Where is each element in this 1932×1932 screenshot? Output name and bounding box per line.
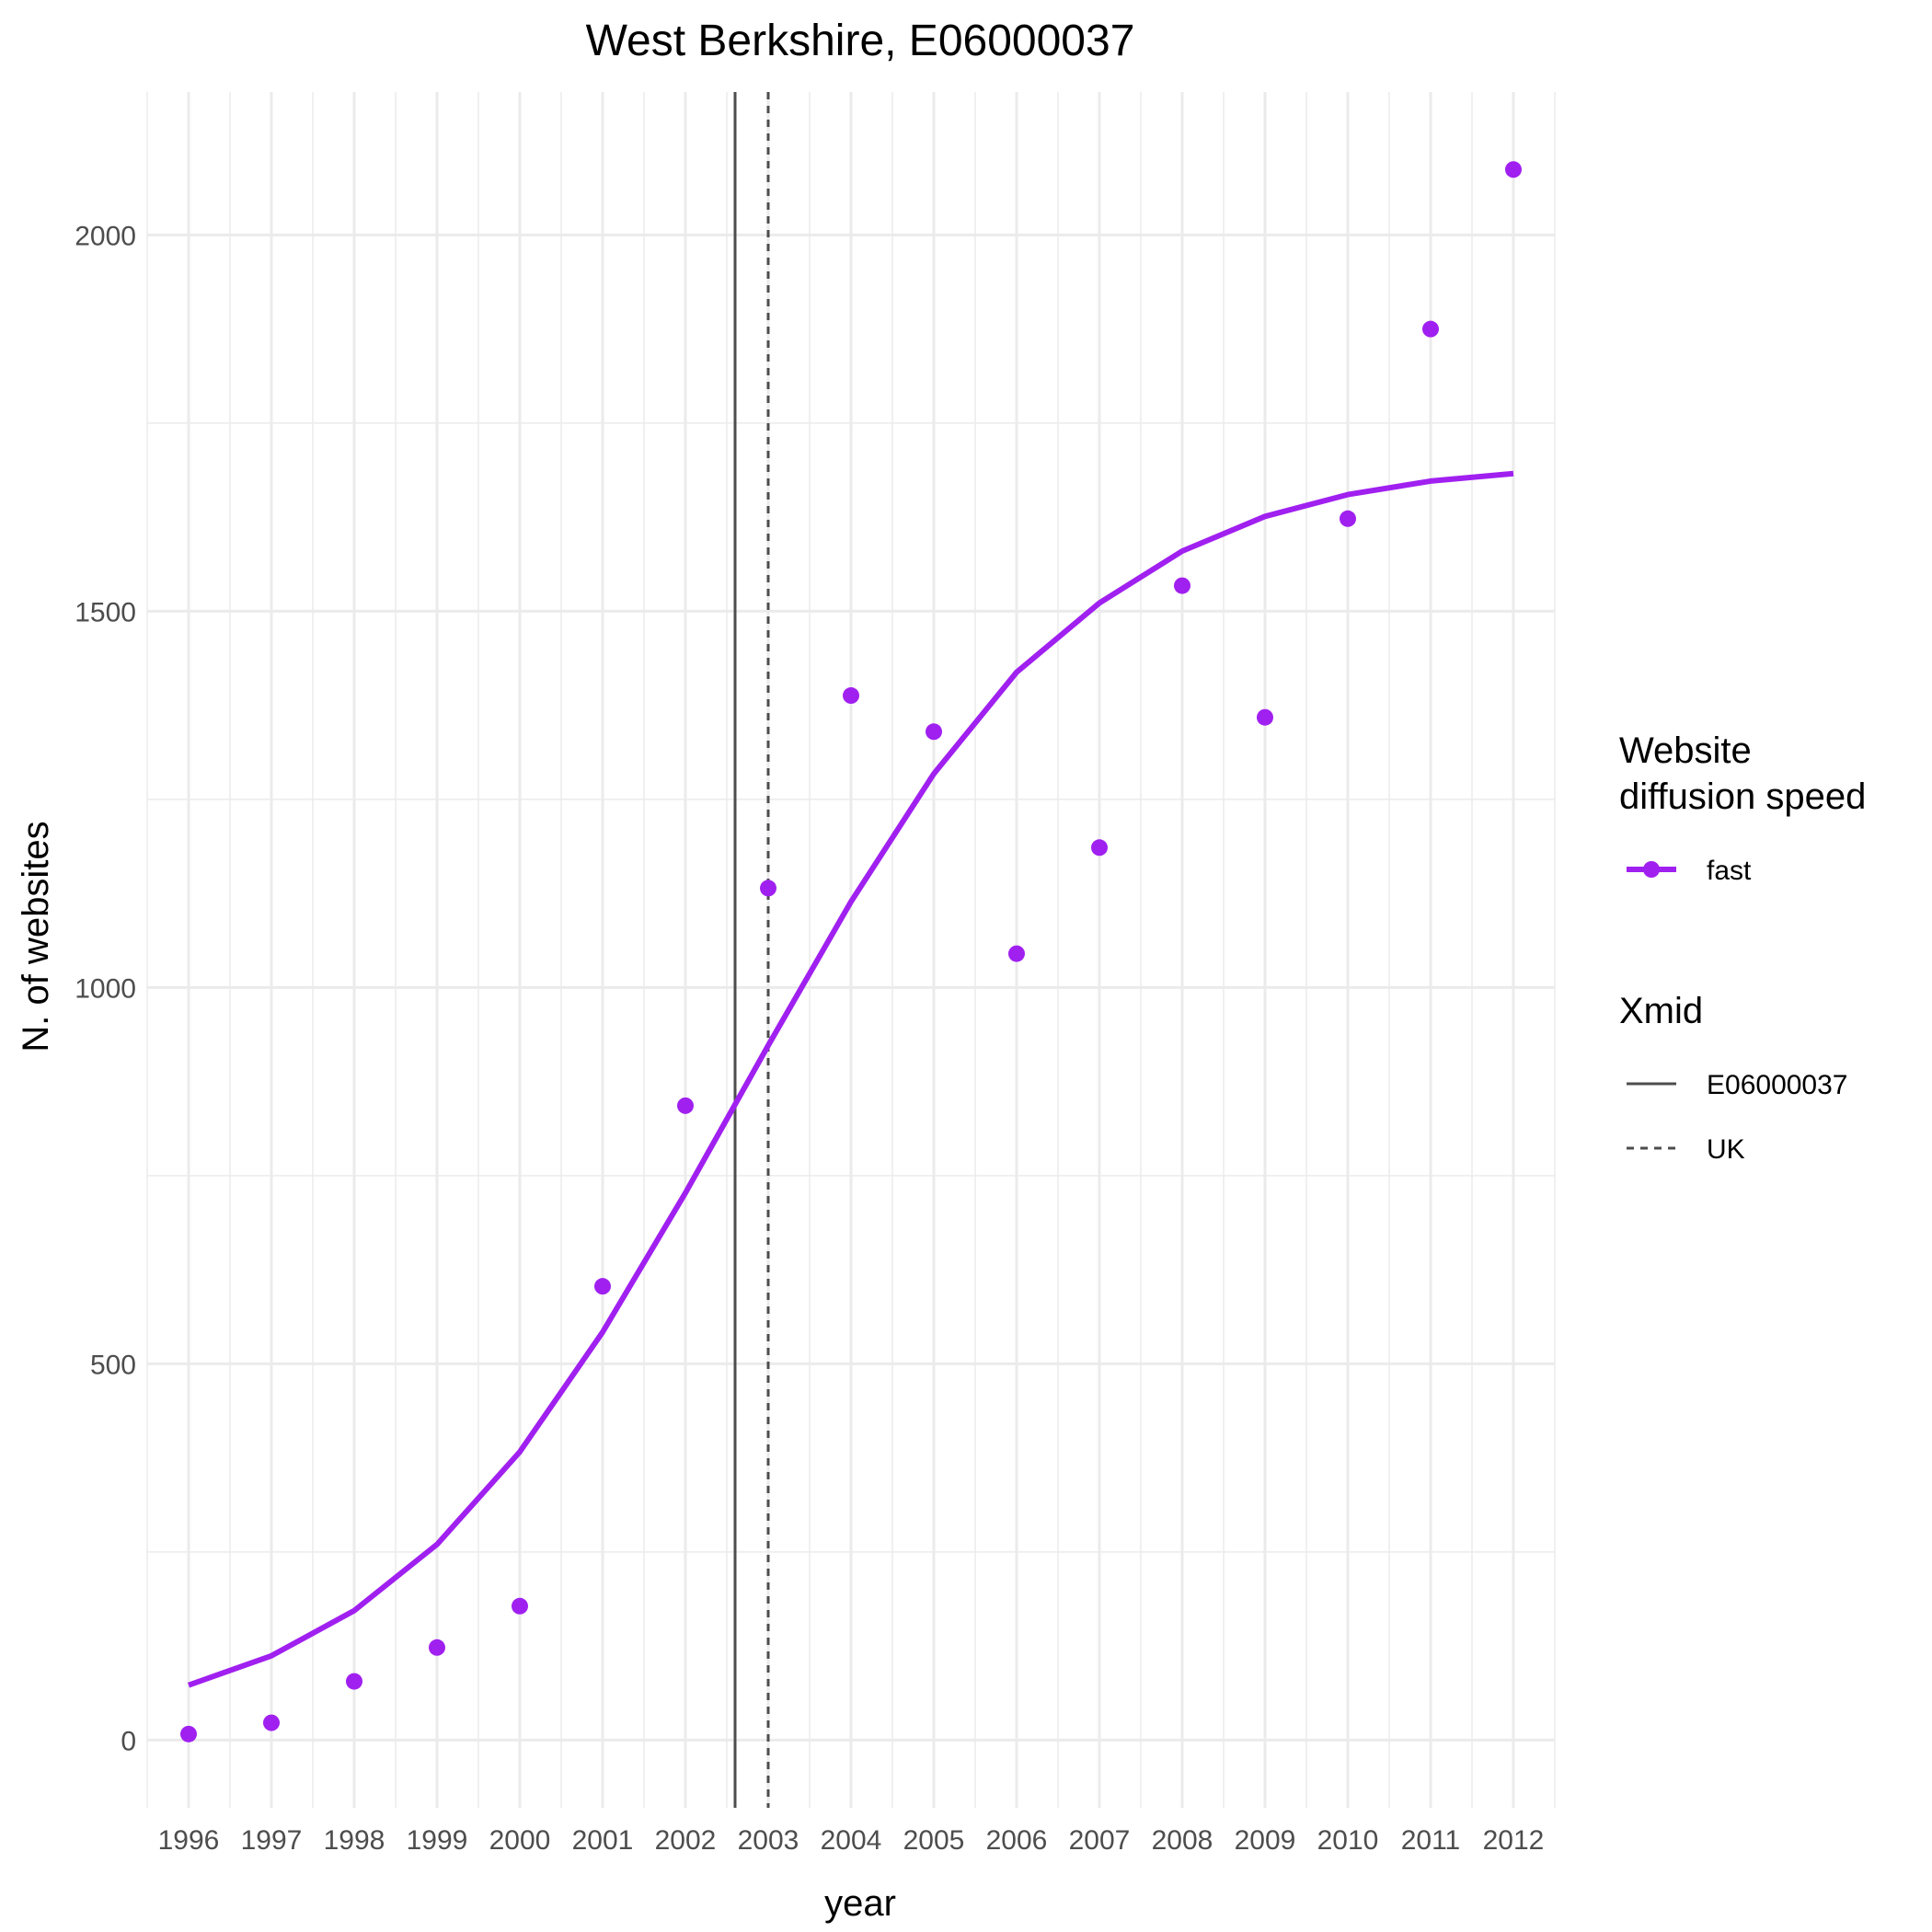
legend: Website diffusion speed fast Xmid E06000037 U… [1619, 730, 1866, 1165]
data-point [760, 880, 776, 897]
y-tick-label: 2000 [75, 221, 136, 251]
chart-title: West Berkshire, E06000037 [586, 17, 1135, 65]
legend-label-e06000037: E06000037 [1707, 1070, 1848, 1100]
x-tick-label: 2002 [655, 1825, 717, 1856]
data-point [1257, 708, 1273, 726]
grid-layer [146, 92, 1556, 1808]
y-tick-label: 1000 [75, 973, 136, 1004]
legend-title-speed: diffusion speed [1619, 776, 1866, 817]
point-layer [180, 161, 1522, 1742]
data-point [843, 687, 859, 705]
x-tick-label: 2000 [489, 1825, 551, 1856]
x-tick-label: 2004 [821, 1825, 882, 1856]
y-tick-label: 1500 [75, 597, 136, 627]
data-point [594, 1278, 611, 1295]
fitted-curve-fast [187, 470, 1514, 1688]
data-point [346, 1673, 362, 1690]
legend-title-xmid: Xmid [1619, 991, 1703, 1031]
data-point [1008, 945, 1025, 962]
line-layer [187, 470, 1514, 1688]
data-point [1505, 161, 1522, 178]
legend-key-point-fast [1643, 861, 1660, 878]
x-tick-label: 2005 [903, 1825, 965, 1856]
data-point [263, 1714, 280, 1731]
x-tick-label: 1999 [407, 1825, 468, 1856]
data-point [1174, 577, 1190, 594]
axis-layer: 1996 1997 1998 1999 2000 2001 2002 2003 2004 2005… [75, 221, 1544, 1856]
data-point [512, 1597, 528, 1615]
data-point [1422, 320, 1439, 338]
vline-layer [733, 92, 770, 1808]
x-tick-label: 1997 [241, 1825, 303, 1856]
y-tick-label: 500 [90, 1350, 136, 1380]
y-axis-title: N. of websites [16, 821, 56, 1052]
x-tick-label: 2001 [572, 1825, 634, 1856]
legend-title-speed: Website [1619, 730, 1752, 771]
x-tick-label: 2007 [1069, 1825, 1131, 1856]
x-tick-label: 2010 [1317, 1825, 1379, 1856]
data-point [677, 1097, 694, 1114]
y-tick-label: 0 [121, 1726, 136, 1756]
data-point [180, 1725, 197, 1742]
x-tick-label: 2009 [1235, 1825, 1296, 1856]
data-point [1340, 510, 1356, 527]
data-point [429, 1639, 445, 1656]
x-tick-label: 1998 [324, 1825, 385, 1856]
x-tick-label: 1996 [158, 1825, 220, 1856]
x-tick-label: 2011 [1401, 1825, 1461, 1856]
x-axis-title: year [824, 1883, 896, 1924]
data-point [926, 723, 942, 741]
x-tick-label: 2006 [986, 1825, 1048, 1856]
legend-label-fast: fast [1707, 856, 1752, 886]
x-tick-label: 2012 [1483, 1825, 1545, 1856]
x-tick-label: 2003 [738, 1825, 799, 1856]
legend-label-uk: UK [1707, 1134, 1745, 1165]
x-tick-label: 2008 [1152, 1825, 1213, 1856]
data-point [1091, 839, 1108, 857]
